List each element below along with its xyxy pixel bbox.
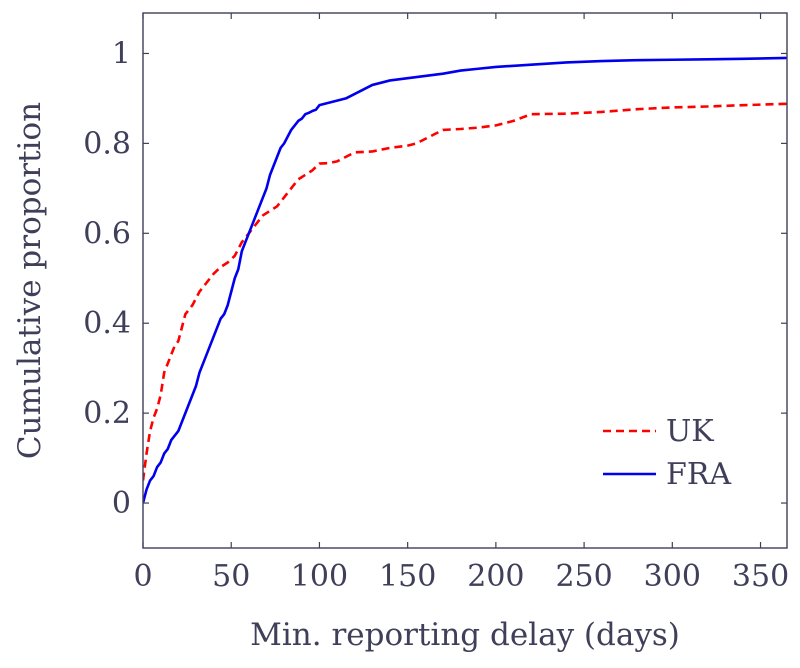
legend: UK FRA — [603, 414, 731, 492]
y-tick-label: 0.6 — [83, 216, 131, 251]
x-tick-label: 100 — [291, 559, 348, 594]
y-tick-label: 1 — [112, 36, 131, 71]
y-tick-label: 0.8 — [83, 126, 131, 161]
y-tick-label: 0.2 — [83, 396, 131, 431]
y-tick-label: 0.4 — [83, 306, 131, 341]
legend-label-fra: FRA — [666, 457, 731, 492]
plot-layer — [143, 56, 787, 504]
x-tick-label: 0 — [133, 559, 152, 594]
x-tick-label: 150 — [379, 559, 436, 594]
x-tick-label: 300 — [644, 559, 701, 594]
y-axis-label: Cumulative proportion — [12, 102, 48, 459]
x-tick-label: 200 — [467, 559, 524, 594]
series-line-uk — [143, 102, 787, 481]
tick-layer: 0 50 100 150 200 250 300 350 0 0.2 0.4 0.6 0.8 1 — [83, 13, 789, 594]
series-line-fra — [143, 56, 787, 504]
x-tick-label: 350 — [732, 559, 789, 594]
plot-frame — [142, 12, 788, 549]
x-tick-label: 250 — [555, 559, 612, 594]
x-tick-label: 50 — [212, 559, 250, 594]
legend-label-uk: UK — [666, 414, 714, 449]
y-tick-label: 0 — [112, 486, 131, 521]
x-axis-label: Min. reporting delay (days) — [250, 617, 680, 653]
